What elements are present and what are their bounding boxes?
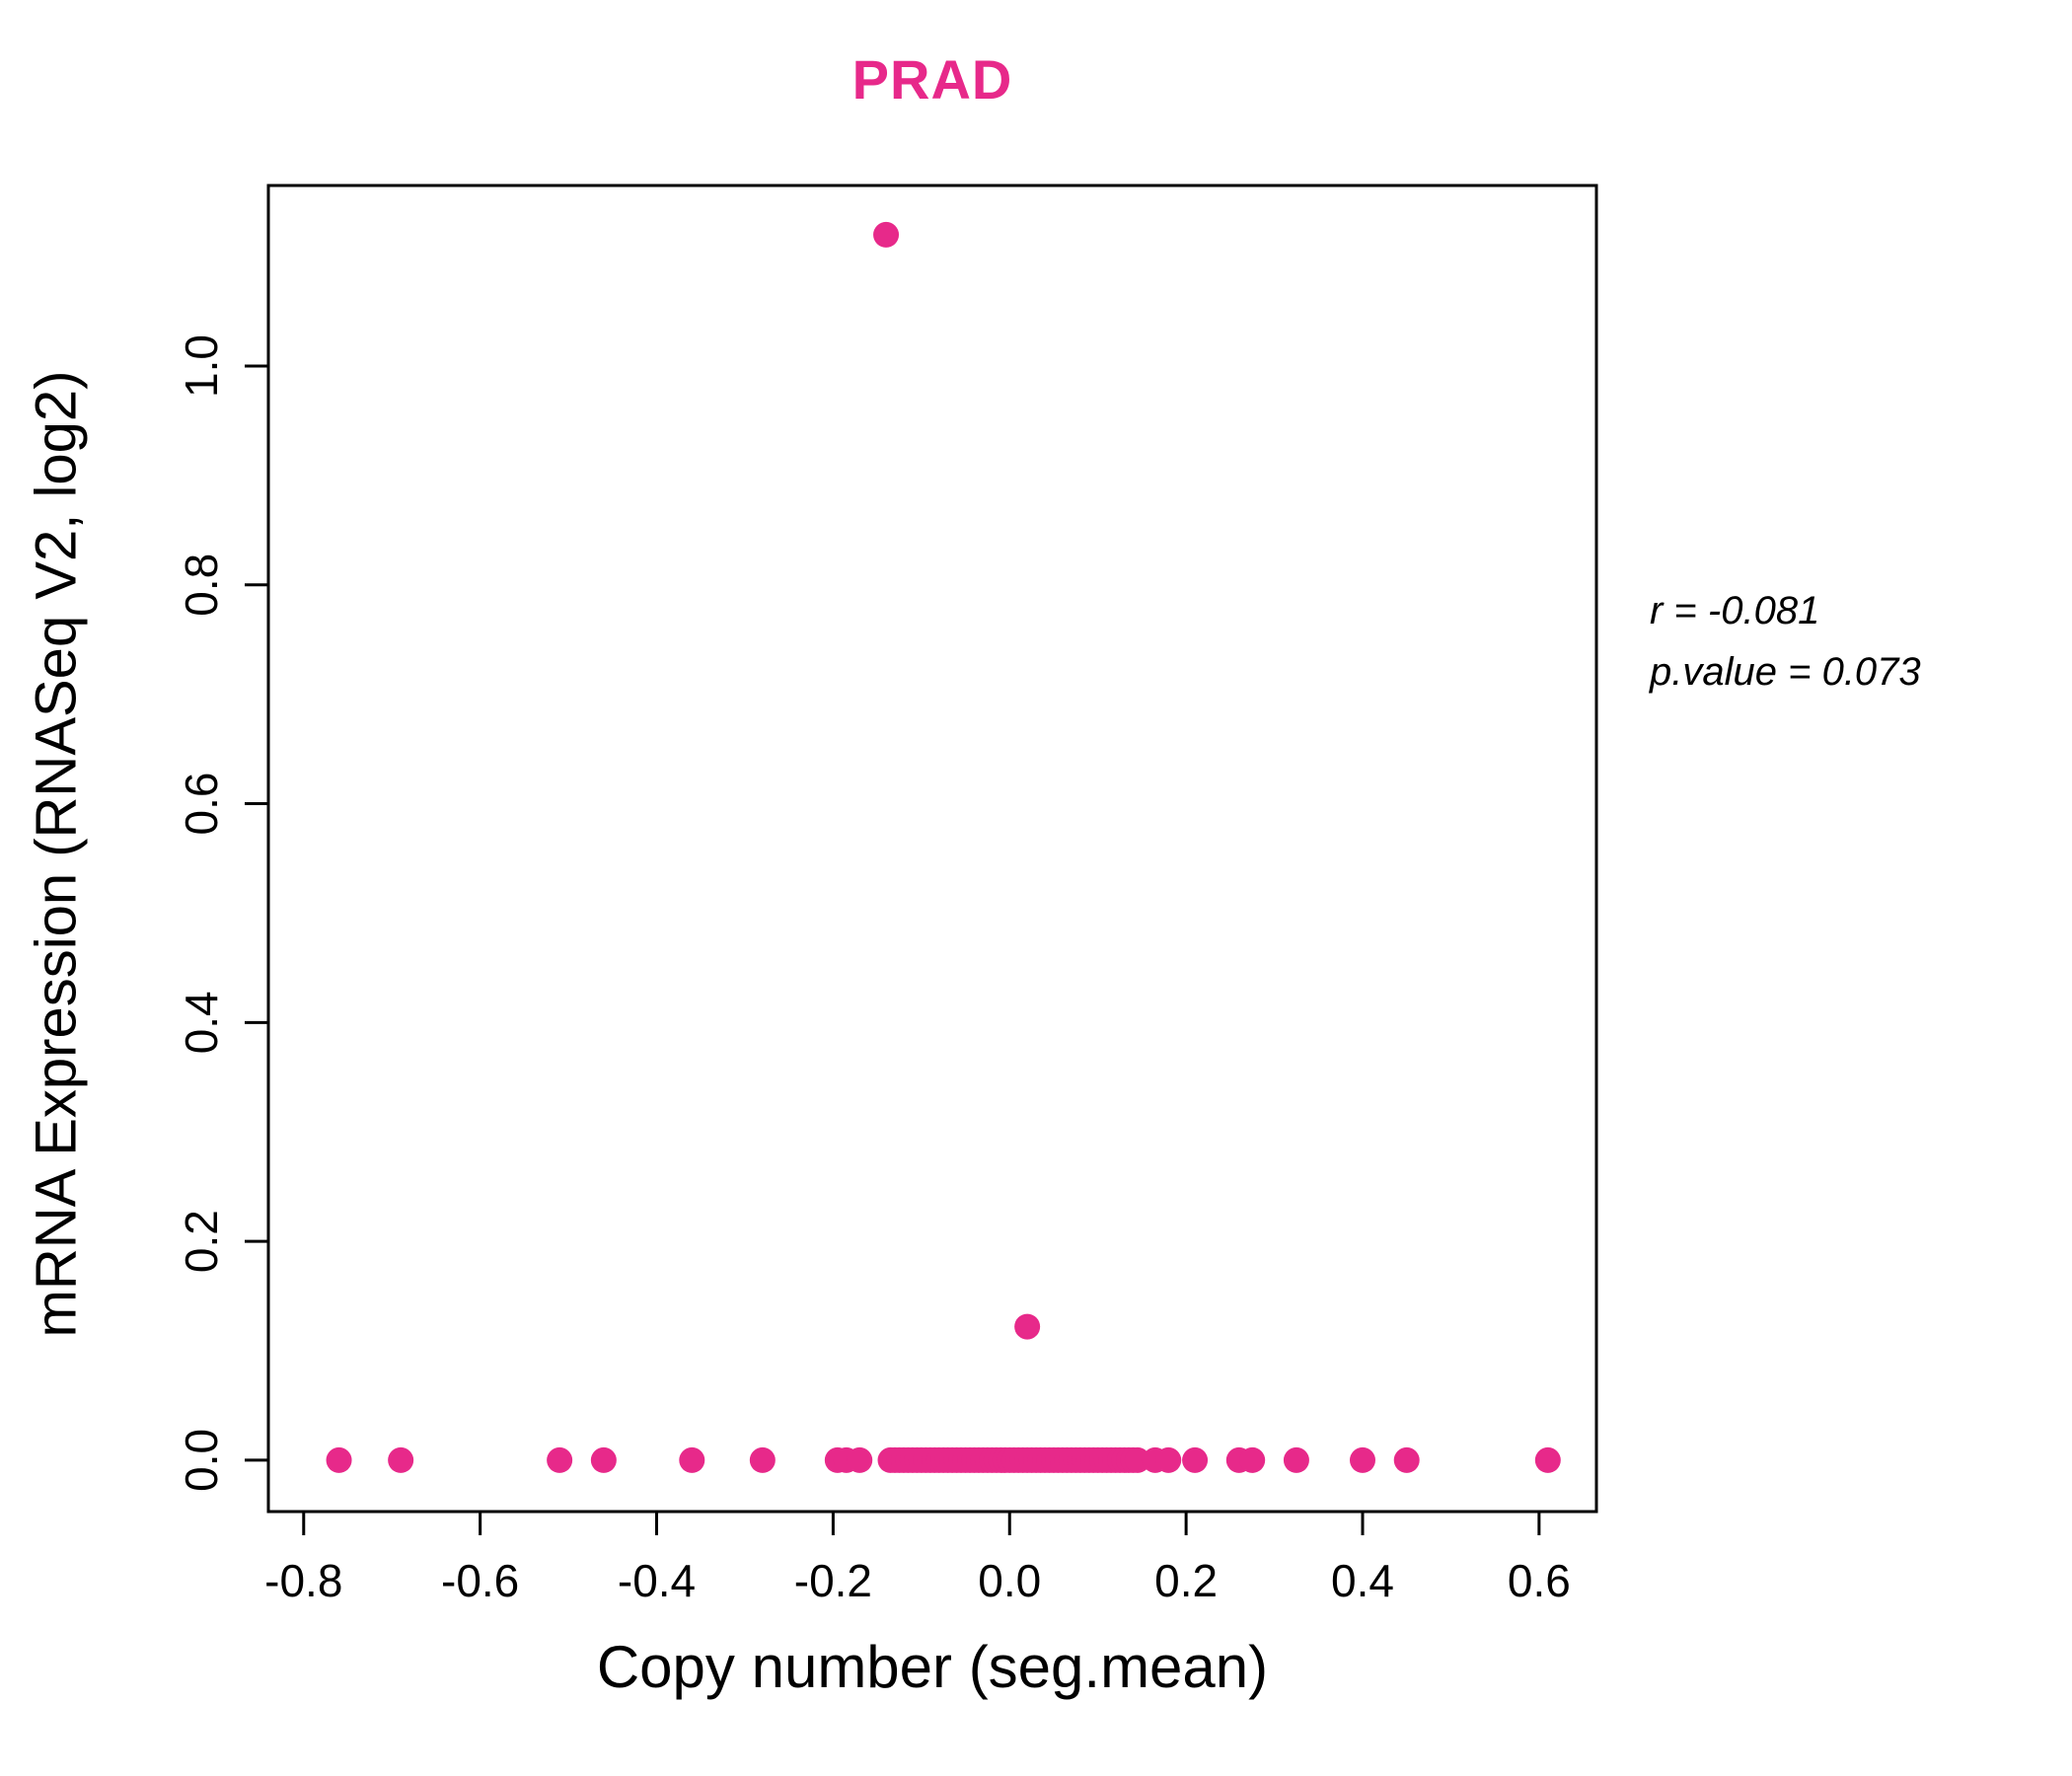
scatter-point xyxy=(326,1446,352,1473)
scatter-point xyxy=(1014,1313,1041,1340)
y-tick-label: 0.6 xyxy=(176,773,227,836)
scatter-point xyxy=(388,1446,414,1473)
scatter-point xyxy=(1349,1446,1375,1473)
scatter-point xyxy=(590,1446,617,1473)
scatter-point xyxy=(1283,1446,1309,1473)
scatter-point xyxy=(547,1446,573,1473)
y-tick-label: 1.0 xyxy=(176,334,227,398)
x-tick-label: 0.0 xyxy=(978,1555,1041,1606)
y-tick-label: 0.0 xyxy=(176,1429,227,1492)
r-value-text: r = -0.081 xyxy=(1650,589,1820,632)
scatter-point xyxy=(1124,1446,1150,1473)
x-tick-label: 0.4 xyxy=(1331,1555,1394,1606)
y-tick-label: 0.4 xyxy=(176,991,227,1054)
chart-title: PRAD xyxy=(851,48,1013,111)
x-tick-label: -0.8 xyxy=(264,1555,342,1606)
x-tick-label: -0.2 xyxy=(794,1555,872,1606)
plot-box xyxy=(266,184,1598,1514)
scatter-point xyxy=(1393,1446,1420,1473)
y-tick-label: 0.8 xyxy=(176,554,227,617)
p-value-text: p.value = 0.073 xyxy=(1650,650,1921,694)
y-tick-label: 0.2 xyxy=(176,1210,227,1273)
scatter-point xyxy=(679,1446,705,1473)
scatter-point xyxy=(1182,1446,1209,1473)
scatter-point xyxy=(1155,1446,1182,1473)
scatter-point xyxy=(1534,1446,1561,1473)
x-tick-label: 0.6 xyxy=(1508,1555,1571,1606)
y-axis-label: mRNA Expression (RNASeq V2, log2) xyxy=(24,370,89,1338)
scatter-point xyxy=(873,221,900,248)
scatter-point xyxy=(749,1446,776,1473)
x-tick-label: 0.2 xyxy=(1154,1555,1218,1606)
x-tick-label: -0.6 xyxy=(441,1555,519,1606)
x-tick-label: -0.4 xyxy=(618,1555,696,1606)
scatter-point xyxy=(1239,1446,1266,1473)
stats-annotation: r = -0.081 p.value = 0.073 xyxy=(1650,580,1921,703)
scatter-point xyxy=(847,1446,873,1473)
x-axis-label: Copy number (seg.mean) xyxy=(596,1634,1269,1700)
